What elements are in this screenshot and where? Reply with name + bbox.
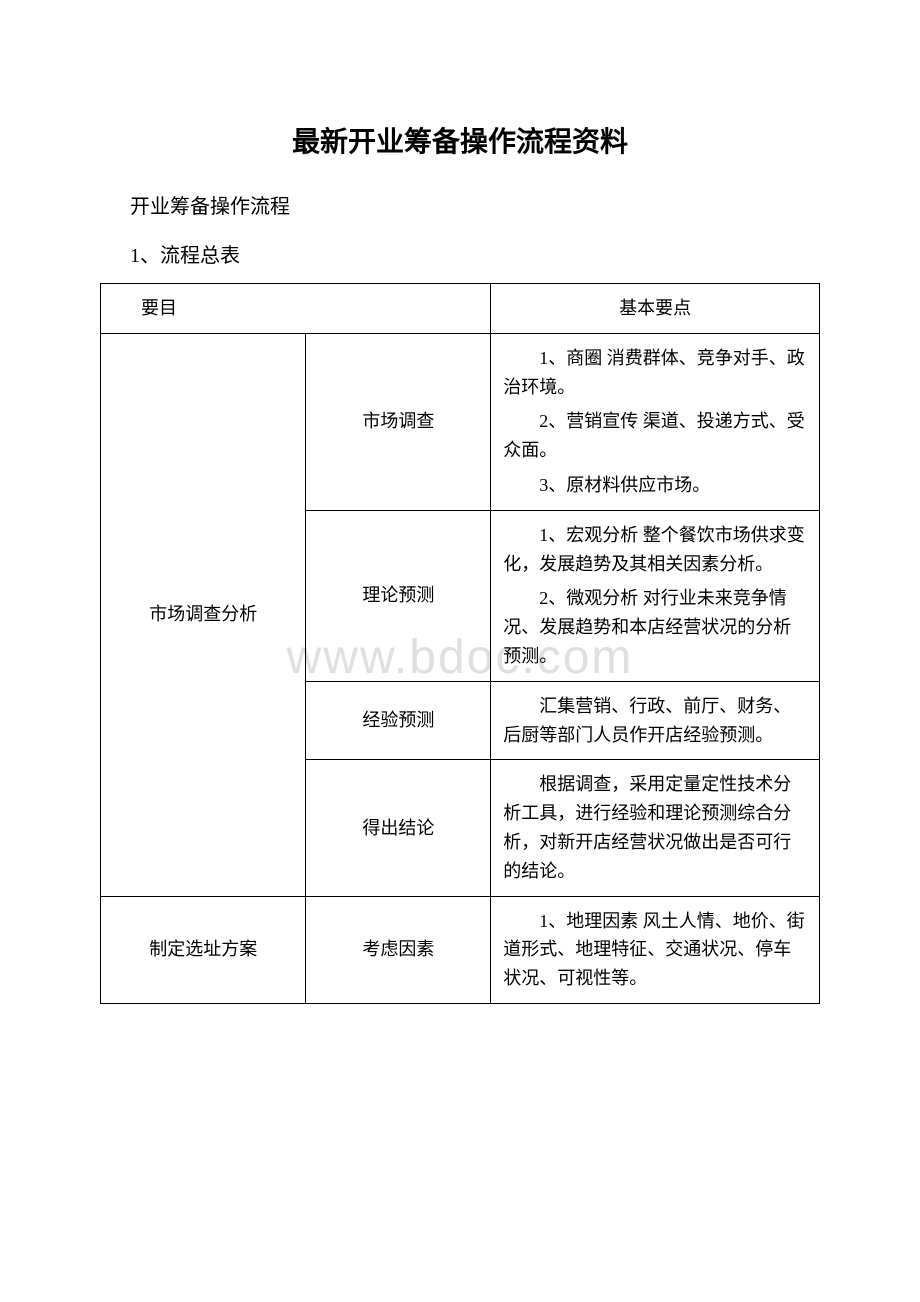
- document-title: 最新开业筹备操作流程资料: [100, 120, 820, 160]
- content-para: 汇集营销、行政、前厅、财务、后厨等部门人员作开店经验预测。: [503, 692, 807, 750]
- header-col3: 基本要点: [491, 284, 820, 334]
- table-row: 制定选址方案 考虑因素 1、地理因素 风土人情、地价、街道形式、地理特征、交通状…: [101, 896, 820, 1003]
- process-table: 要目 基本要点 市场调查分析 市场调查 1、商圈 消费群体、竞争对手、政治环境。…: [100, 283, 820, 1004]
- category-cell: 制定选址方案: [101, 896, 306, 1003]
- document-subtitle: 开业筹备操作流程: [130, 190, 820, 219]
- content-para: 1、宏观分析 整个餐饮市场供求变化，发展趋势及其相关因素分析。: [503, 521, 807, 579]
- subcategory-cell: 考虑因素: [306, 896, 491, 1003]
- subcategory-cell: 市场调查: [306, 333, 491, 510]
- section-label: 1、流程总表: [130, 239, 820, 268]
- content-para: 1、商圈 消费群体、竞争对手、政治环境。: [503, 344, 807, 402]
- content-cell: 汇集营销、行政、前厅、财务、后厨等部门人员作开店经验预测。: [491, 681, 820, 760]
- content-cell: 1、地理因素 风土人情、地价、街道形式、地理特征、交通状况、停车状况、可视性等。: [491, 896, 820, 1003]
- content-cell: 根据调查，采用定量定性技术分析工具，进行经验和理论预测综合分析，对新开店经营状况…: [491, 760, 820, 896]
- subcategory-cell: 经验预测: [306, 681, 491, 760]
- table-header-row: 要目 基本要点: [101, 284, 820, 334]
- content-para: 3、原材料供应市场。: [503, 471, 807, 500]
- content-para: 根据调查，采用定量定性技术分析工具，进行经验和理论预测综合分析，对新开店经营状况…: [503, 770, 807, 885]
- subcategory-cell: 理论预测: [306, 510, 491, 681]
- content-cell: 1、宏观分析 整个餐饮市场供求变化，发展趋势及其相关因素分析。 2、微观分析 对…: [491, 510, 820, 681]
- content-para: 2、微观分析 对行业未来竞争情况、发展趋势和本店经营状况的分析预测。: [503, 584, 807, 670]
- content-para: 1、地理因素 风土人情、地价、街道形式、地理特征、交通状况、停车状况、可视性等。: [503, 907, 807, 993]
- content-cell: 1、商圈 消费群体、竞争对手、政治环境。 2、营销宣传 渠道、投递方式、受众面。…: [491, 333, 820, 510]
- table-row: 市场调查分析 市场调查 1、商圈 消费群体、竞争对手、政治环境。 2、营销宣传 …: [101, 333, 820, 510]
- header-col1: 要目: [101, 284, 491, 334]
- content-para: 2、营销宣传 渠道、投递方式、受众面。: [503, 407, 807, 465]
- subcategory-cell: 得出结论: [306, 760, 491, 896]
- category-cell: 市场调查分析: [101, 333, 306, 896]
